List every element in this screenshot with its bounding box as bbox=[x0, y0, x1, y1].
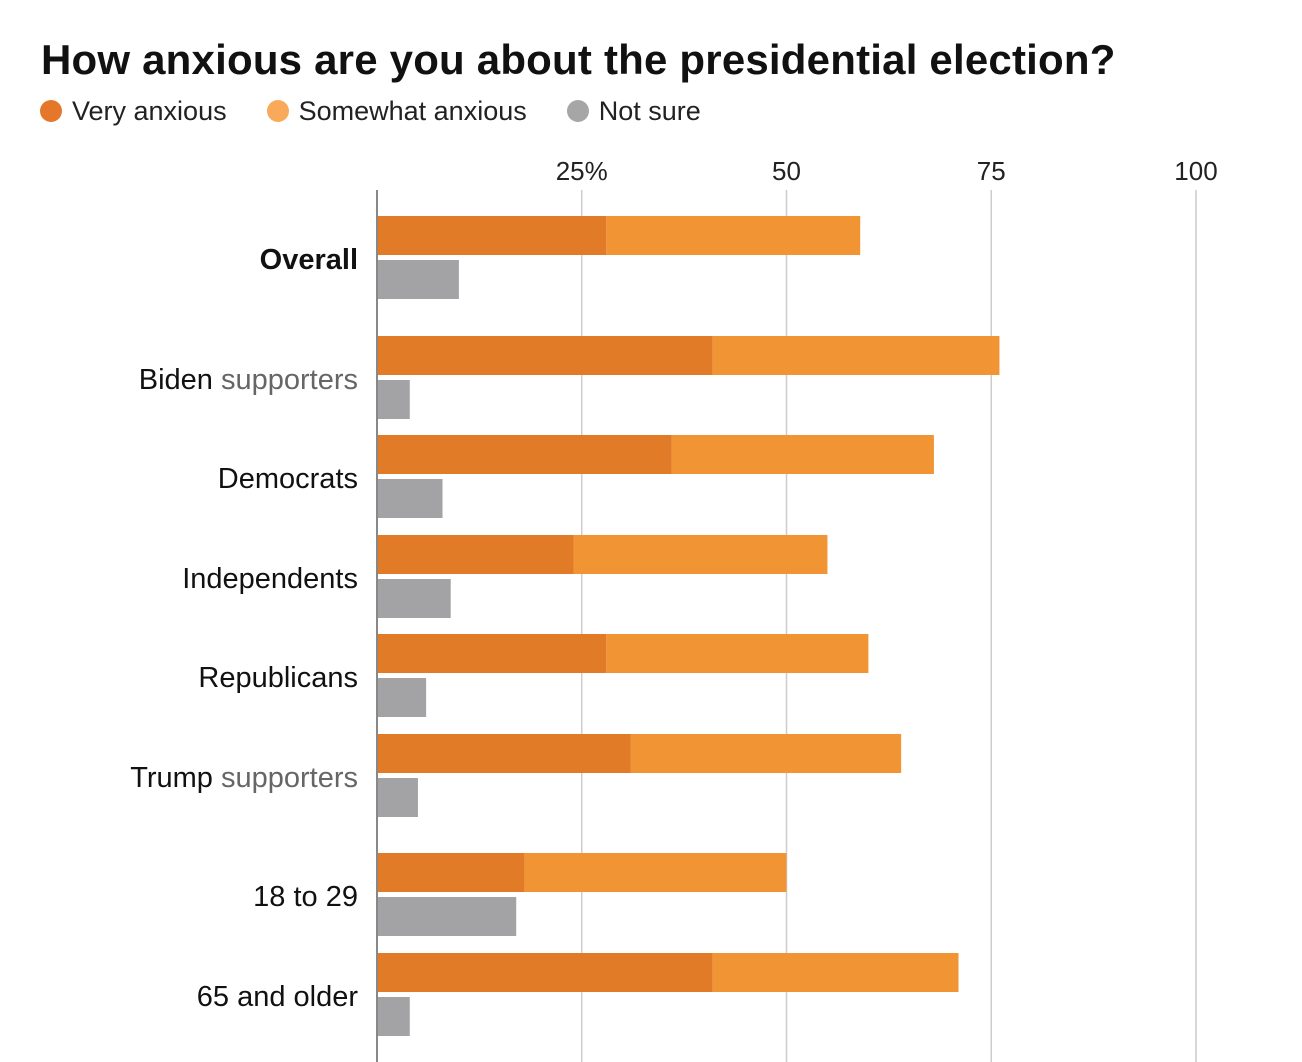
bar-not-sure-independents bbox=[377, 579, 451, 618]
category-label-republicans: Republicans bbox=[198, 662, 358, 694]
bar-somewhat-anxious-18-to-29 bbox=[524, 853, 787, 892]
bar-not-sure-democrats bbox=[377, 479, 443, 518]
category-label-18-to-29: 18 to 29 bbox=[253, 881, 358, 913]
bar-somewhat-anxious-biden-supporters bbox=[712, 336, 1000, 375]
category-label-65-and-older: 65 and older bbox=[197, 981, 359, 1013]
legend-item-very-anxious: Very anxious bbox=[40, 96, 227, 127]
category-label-democrats: Democrats bbox=[218, 463, 358, 495]
bar-not-sure-18-to-29 bbox=[377, 897, 517, 936]
bar-very-anxious-independents bbox=[377, 535, 574, 574]
bar-very-anxious-65-and-older bbox=[377, 953, 713, 992]
chart-title: How anxious are you about the presidenti… bbox=[41, 36, 1116, 83]
bar-very-anxious-democrats bbox=[377, 435, 672, 474]
bar-somewhat-anxious-trump-supporters bbox=[630, 734, 902, 773]
bar-very-anxious-trump-supporters bbox=[377, 734, 631, 773]
bar-somewhat-anxious-65-and-older bbox=[712, 953, 959, 992]
x-tick-label-100: 100 bbox=[1174, 156, 1217, 186]
category-label-independents: Independents bbox=[182, 563, 358, 595]
legend-swatch-somewhat-anxious bbox=[266, 100, 289, 122]
legend: Very anxious Somewhat anxious Not sure bbox=[40, 94, 741, 128]
category-label-overall: Overall bbox=[260, 244, 358, 276]
bar-not-sure-trump-supporters bbox=[377, 778, 418, 817]
bar-not-sure-65-and-older bbox=[377, 997, 410, 1036]
bar-very-anxious-biden-supporters bbox=[377, 336, 713, 375]
bar-not-sure-overall bbox=[377, 260, 459, 299]
bar-not-sure-biden-supporters bbox=[377, 380, 410, 419]
legend-swatch-very-anxious bbox=[40, 100, 62, 122]
bar-somewhat-anxious-overall bbox=[606, 216, 861, 255]
legend-label-somewhat-anxious: Somewhat anxious bbox=[298, 95, 527, 126]
bar-very-anxious-overall bbox=[377, 216, 607, 255]
bar-very-anxious-18-to-29 bbox=[377, 853, 525, 892]
category-label-biden-supporters: Biden supporters bbox=[139, 364, 358, 396]
legend-swatch-not-sure bbox=[566, 100, 589, 122]
legend-label-not-sure: Not sure bbox=[598, 95, 701, 126]
bar-not-sure-republicans bbox=[377, 678, 427, 717]
category-label-trump-supporters: Trump supporters bbox=[130, 762, 358, 794]
bar-somewhat-anxious-republicans bbox=[606, 634, 869, 673]
bar-somewhat-anxious-democrats bbox=[671, 435, 934, 474]
legend-item-somewhat-anxious: Somewhat anxious bbox=[266, 95, 527, 127]
bar-very-anxious-republicans bbox=[377, 634, 607, 673]
x-tick-label-50: 50 bbox=[772, 156, 801, 186]
legend-label-very-anxious: Very anxious bbox=[72, 95, 227, 126]
x-tick-label-25: 25% bbox=[556, 156, 608, 186]
x-tick-label-75: 75 bbox=[977, 156, 1006, 186]
legend-item-not-sure: Not sure bbox=[566, 95, 701, 127]
bar-somewhat-anxious-independents bbox=[573, 535, 828, 574]
